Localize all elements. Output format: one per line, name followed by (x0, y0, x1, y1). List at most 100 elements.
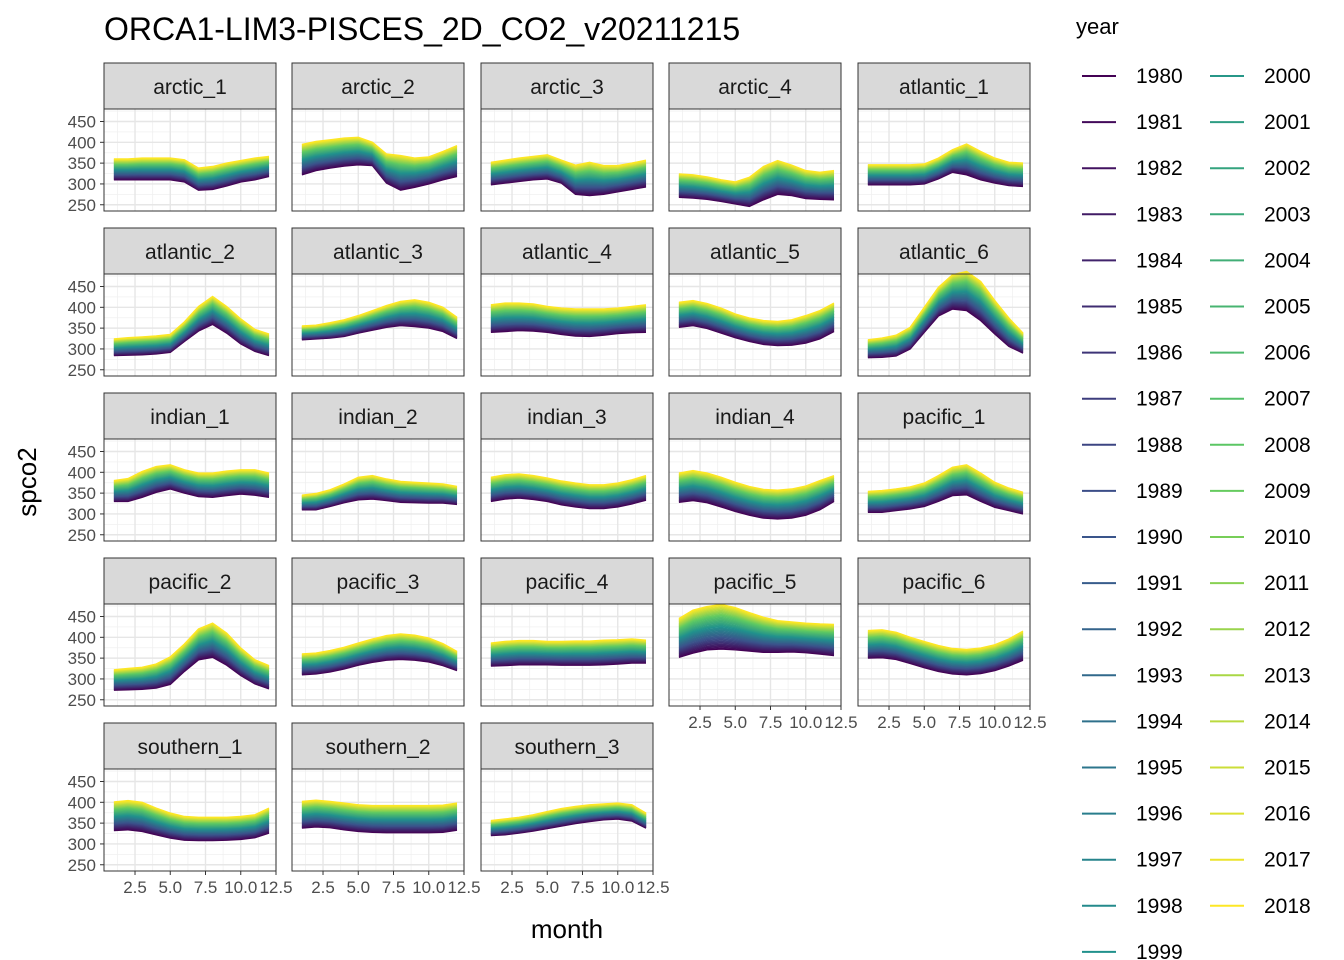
panel-border (480, 603, 654, 707)
y-tick-label: 400 (68, 463, 96, 482)
x-tick-label: 5.0 (346, 878, 370, 897)
series-line-2004 (678, 480, 835, 502)
x-tick-label: 2.5 (311, 878, 335, 897)
series-lines (113, 799, 270, 842)
panel-border (857, 603, 1031, 707)
x-tick-label: 7.5 (948, 713, 972, 732)
series-line-2001 (678, 623, 835, 640)
series-lines (301, 633, 458, 676)
series-line-1983 (678, 644, 835, 655)
y-tick-label: 250 (68, 526, 96, 545)
legend-label: 1997 (1136, 849, 1183, 872)
series-line-1997 (678, 628, 835, 643)
legend-item-2000: 2000 (1210, 65, 1311, 88)
facet-strip-label: arctic_4 (718, 76, 792, 99)
y-tick-label: 450 (68, 112, 96, 131)
x-tick-label: 10.0 (978, 713, 1011, 732)
legend-label: 2005 (1264, 296, 1311, 319)
series-line-2018 (301, 474, 458, 496)
facet-strip (291, 557, 465, 605)
series-line-1991 (678, 635, 835, 648)
y-tick-label: 350 (68, 649, 96, 668)
series-line-2018 (301, 633, 458, 655)
series-lines (490, 802, 647, 837)
facet-strip (103, 722, 277, 770)
series-line-1994 (678, 631, 835, 645)
legend-label: 1999 (1136, 941, 1183, 960)
facet-southern_2: southern_2 2.5 5.0 7.5 10.0 12.5 (291, 722, 481, 897)
series-line-2018 (113, 155, 270, 169)
legend-item-2005: 2005 (1210, 296, 1311, 319)
series-line-2000 (678, 624, 835, 640)
panel-border (480, 768, 654, 872)
facet-strip-label: pacific_6 (903, 571, 986, 594)
legend-label: 2006 (1264, 342, 1311, 365)
legend-label: 1984 (1136, 249, 1183, 272)
legend-label: 2014 (1264, 710, 1311, 733)
facet-arctic_3: arctic_3 (480, 62, 654, 212)
series-lines (301, 299, 458, 341)
y-tick-label: 400 (68, 133, 96, 152)
legend-item-2014: 2014 (1210, 710, 1311, 733)
legend-label: 2018 (1264, 895, 1311, 918)
legend-label: 1981 (1136, 111, 1183, 134)
legend-label: 1982 (1136, 157, 1183, 180)
series-line-2016 (678, 471, 835, 493)
panel-border (480, 273, 654, 377)
y-tick-label: 400 (68, 793, 96, 812)
series-line-1988 (678, 638, 835, 650)
y-tick-label: 350 (68, 484, 96, 503)
panel-grid (858, 604, 1031, 706)
y-tick-label: 400 (68, 298, 96, 317)
series-lines (113, 155, 270, 191)
series-line-2018 (301, 799, 458, 807)
facet-indian_1: indian_1 250 300 350 400 450 (68, 392, 277, 545)
legend-item-1997: 1997 (1082, 849, 1183, 872)
series-lines (490, 302, 647, 338)
panel-border (480, 438, 654, 542)
series-lines (113, 622, 270, 691)
legend-label: 2011 (1264, 572, 1309, 595)
facet-indian_2: indian_2 (291, 392, 465, 542)
series-line-2015 (678, 607, 835, 628)
series-line-1999 (678, 625, 835, 641)
legend-label: 1991 (1136, 572, 1183, 595)
legend-item-1994: 1994 (1082, 710, 1183, 733)
legend: year 1980 1981 1982 1983 1984 1985 1986 1987 198… (1076, 14, 1311, 960)
legend-item-1989: 1989 (1082, 480, 1183, 503)
series-line-2016 (678, 606, 835, 627)
facet-atlantic_1: atlantic_1 (857, 62, 1031, 212)
series-line-2014 (678, 608, 835, 629)
legend-item-1986: 1986 (1082, 342, 1183, 365)
legend-item-1993: 1993 (1082, 664, 1183, 687)
legend-item-2013: 2013 (1210, 664, 1311, 687)
panel-border (291, 603, 465, 707)
legend-label: 1988 (1136, 434, 1183, 457)
series-line-2007 (678, 478, 835, 500)
series-line-2018 (490, 154, 647, 167)
facet-strip-label: atlantic_1 (899, 76, 989, 99)
y-tick-label: 450 (68, 772, 96, 791)
legend-item-1985: 1985 (1082, 296, 1183, 319)
x-tick-label: 2.5 (877, 713, 901, 732)
legend-item-1992: 1992 (1082, 618, 1183, 641)
series-line-1980 (678, 499, 835, 520)
facet-strip-label: pacific_2 (149, 571, 232, 594)
series-line-1989 (678, 637, 835, 649)
series-line-1996 (678, 629, 835, 644)
legend-item-2010: 2010 (1210, 526, 1311, 549)
x-tick-label: 10.0 (789, 713, 822, 732)
x-tick-label: 5.0 (723, 713, 747, 732)
y-tick-label: 450 (68, 607, 96, 626)
series-line-1989 (678, 492, 835, 513)
legend-item-1998: 1998 (1082, 895, 1183, 918)
series-line-1995 (678, 630, 835, 644)
panel-border (103, 603, 277, 707)
y-tick-label: 350 (68, 154, 96, 173)
facet-pacific_5: pacific_5 2.5 5.0 7.5 10.0 12.5 (668, 557, 858, 732)
facet-atlantic_4: atlantic_4 (480, 227, 654, 377)
facet-strip-label: arctic_1 (153, 76, 227, 99)
series-lines (113, 464, 270, 503)
x-tick-label: 2.5 (123, 878, 147, 897)
facet-strip (857, 557, 1031, 605)
